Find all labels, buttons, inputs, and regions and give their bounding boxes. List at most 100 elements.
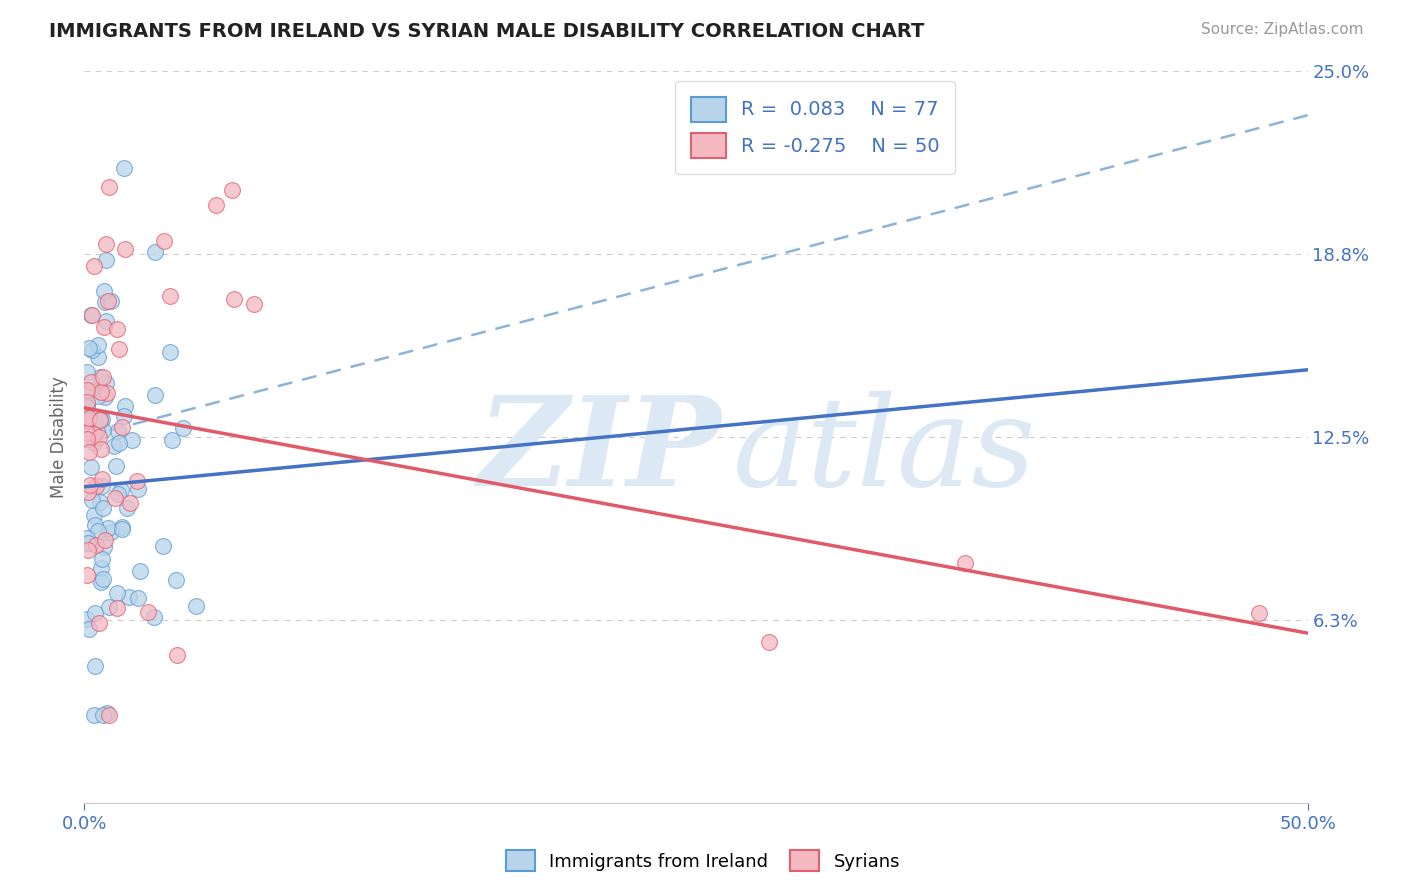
Point bbox=[105, 586, 128, 600]
Point bbox=[79, 478, 101, 492]
Point bbox=[112, 409, 135, 423]
Point bbox=[93, 423, 115, 437]
Point bbox=[89, 413, 111, 427]
Point bbox=[100, 525, 122, 540]
Point bbox=[91, 572, 114, 586]
Point bbox=[110, 483, 132, 497]
Point bbox=[76, 536, 98, 550]
Point bbox=[76, 398, 98, 412]
Point bbox=[121, 433, 143, 447]
Point bbox=[89, 495, 111, 509]
Point bbox=[143, 244, 166, 259]
Point bbox=[76, 417, 98, 432]
Point bbox=[90, 384, 112, 399]
Point bbox=[143, 388, 166, 402]
Point bbox=[96, 236, 118, 251]
Point bbox=[103, 439, 125, 453]
Point bbox=[83, 708, 105, 723]
Text: IMMIGRANTS FROM IRELAND VS SYRIAN MALE DISABILITY CORRELATION CHART: IMMIGRANTS FROM IRELAND VS SYRIAN MALE D… bbox=[49, 22, 925, 41]
Point bbox=[77, 445, 100, 459]
Point bbox=[100, 294, 122, 309]
Point bbox=[83, 426, 105, 441]
Point bbox=[117, 500, 139, 515]
Point bbox=[87, 430, 110, 444]
Point bbox=[104, 459, 127, 474]
Point bbox=[128, 564, 150, 578]
Point bbox=[94, 376, 117, 391]
Point bbox=[76, 612, 98, 626]
Point bbox=[84, 518, 107, 533]
Point bbox=[127, 483, 149, 497]
Point bbox=[93, 540, 115, 554]
Point bbox=[84, 658, 107, 673]
Point bbox=[98, 599, 121, 614]
Point bbox=[87, 338, 110, 352]
Point bbox=[90, 561, 112, 575]
Point bbox=[76, 531, 98, 545]
Point bbox=[76, 567, 98, 582]
Point bbox=[82, 492, 104, 507]
Point bbox=[96, 386, 118, 401]
Point bbox=[91, 412, 114, 426]
Legend: Immigrants from Ireland, Syrians: Immigrants from Ireland, Syrians bbox=[499, 843, 907, 879]
Point bbox=[87, 389, 110, 403]
Point bbox=[105, 322, 128, 336]
Point bbox=[152, 234, 174, 248]
Point bbox=[112, 161, 135, 175]
Point bbox=[94, 533, 117, 547]
Point bbox=[204, 198, 226, 212]
Point bbox=[77, 622, 100, 636]
Point bbox=[108, 342, 131, 356]
Point bbox=[90, 472, 112, 486]
Point bbox=[83, 259, 105, 273]
Point bbox=[89, 615, 111, 630]
Point bbox=[76, 394, 98, 409]
Point bbox=[97, 521, 120, 535]
Point bbox=[93, 294, 115, 309]
Point bbox=[114, 400, 136, 414]
Point bbox=[186, 599, 208, 613]
Point bbox=[84, 538, 107, 552]
Point bbox=[77, 485, 100, 500]
Point bbox=[77, 342, 100, 356]
Point bbox=[97, 180, 120, 194]
Point bbox=[172, 420, 194, 434]
Point bbox=[758, 635, 780, 649]
Text: ZIP: ZIP bbox=[477, 391, 720, 513]
Point bbox=[84, 479, 107, 493]
Point bbox=[84, 606, 107, 620]
Point bbox=[93, 319, 115, 334]
Point bbox=[83, 508, 105, 523]
Point bbox=[96, 252, 118, 267]
Point bbox=[111, 519, 134, 533]
Point bbox=[91, 552, 114, 566]
Point bbox=[87, 350, 110, 364]
Point bbox=[76, 425, 98, 440]
Point bbox=[91, 501, 114, 516]
Point bbox=[91, 369, 114, 384]
Point bbox=[77, 535, 100, 549]
Point bbox=[86, 424, 108, 438]
Point bbox=[1247, 606, 1270, 620]
Point bbox=[97, 708, 120, 723]
Point bbox=[76, 365, 98, 379]
Point bbox=[142, 610, 165, 624]
Point bbox=[114, 242, 136, 256]
Point bbox=[96, 706, 118, 720]
Legend: R =  0.083    N = 77, R = -0.275    N = 50: R = 0.083 N = 77, R = -0.275 N = 50 bbox=[675, 81, 955, 174]
Point bbox=[90, 442, 112, 456]
Point bbox=[80, 343, 103, 358]
Point bbox=[77, 542, 100, 557]
Point bbox=[107, 487, 129, 501]
Point bbox=[89, 411, 111, 425]
Point bbox=[90, 574, 112, 589]
Point bbox=[76, 432, 98, 446]
Point bbox=[104, 491, 127, 505]
Point bbox=[136, 606, 159, 620]
Point bbox=[125, 474, 148, 488]
Point bbox=[87, 524, 110, 538]
Point bbox=[159, 289, 181, 303]
Point bbox=[152, 539, 174, 553]
Point bbox=[108, 436, 131, 450]
Point bbox=[118, 590, 141, 604]
